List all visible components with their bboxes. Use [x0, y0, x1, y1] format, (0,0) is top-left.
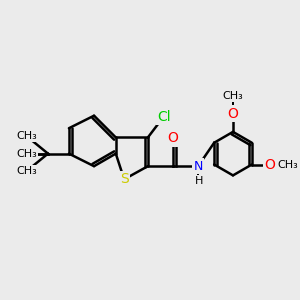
Text: N: N: [194, 160, 203, 173]
Text: H: H: [194, 176, 203, 186]
Text: CH₃: CH₃: [16, 166, 37, 176]
Text: Cl: Cl: [157, 110, 171, 124]
Text: CH₃: CH₃: [16, 131, 37, 141]
Text: CH₃: CH₃: [223, 91, 243, 100]
Text: O: O: [168, 131, 178, 145]
Text: S: S: [120, 172, 128, 186]
Text: CH₃: CH₃: [16, 148, 37, 159]
Text: O: O: [265, 158, 275, 172]
Text: CH₃: CH₃: [278, 160, 298, 170]
Text: O: O: [227, 107, 239, 121]
